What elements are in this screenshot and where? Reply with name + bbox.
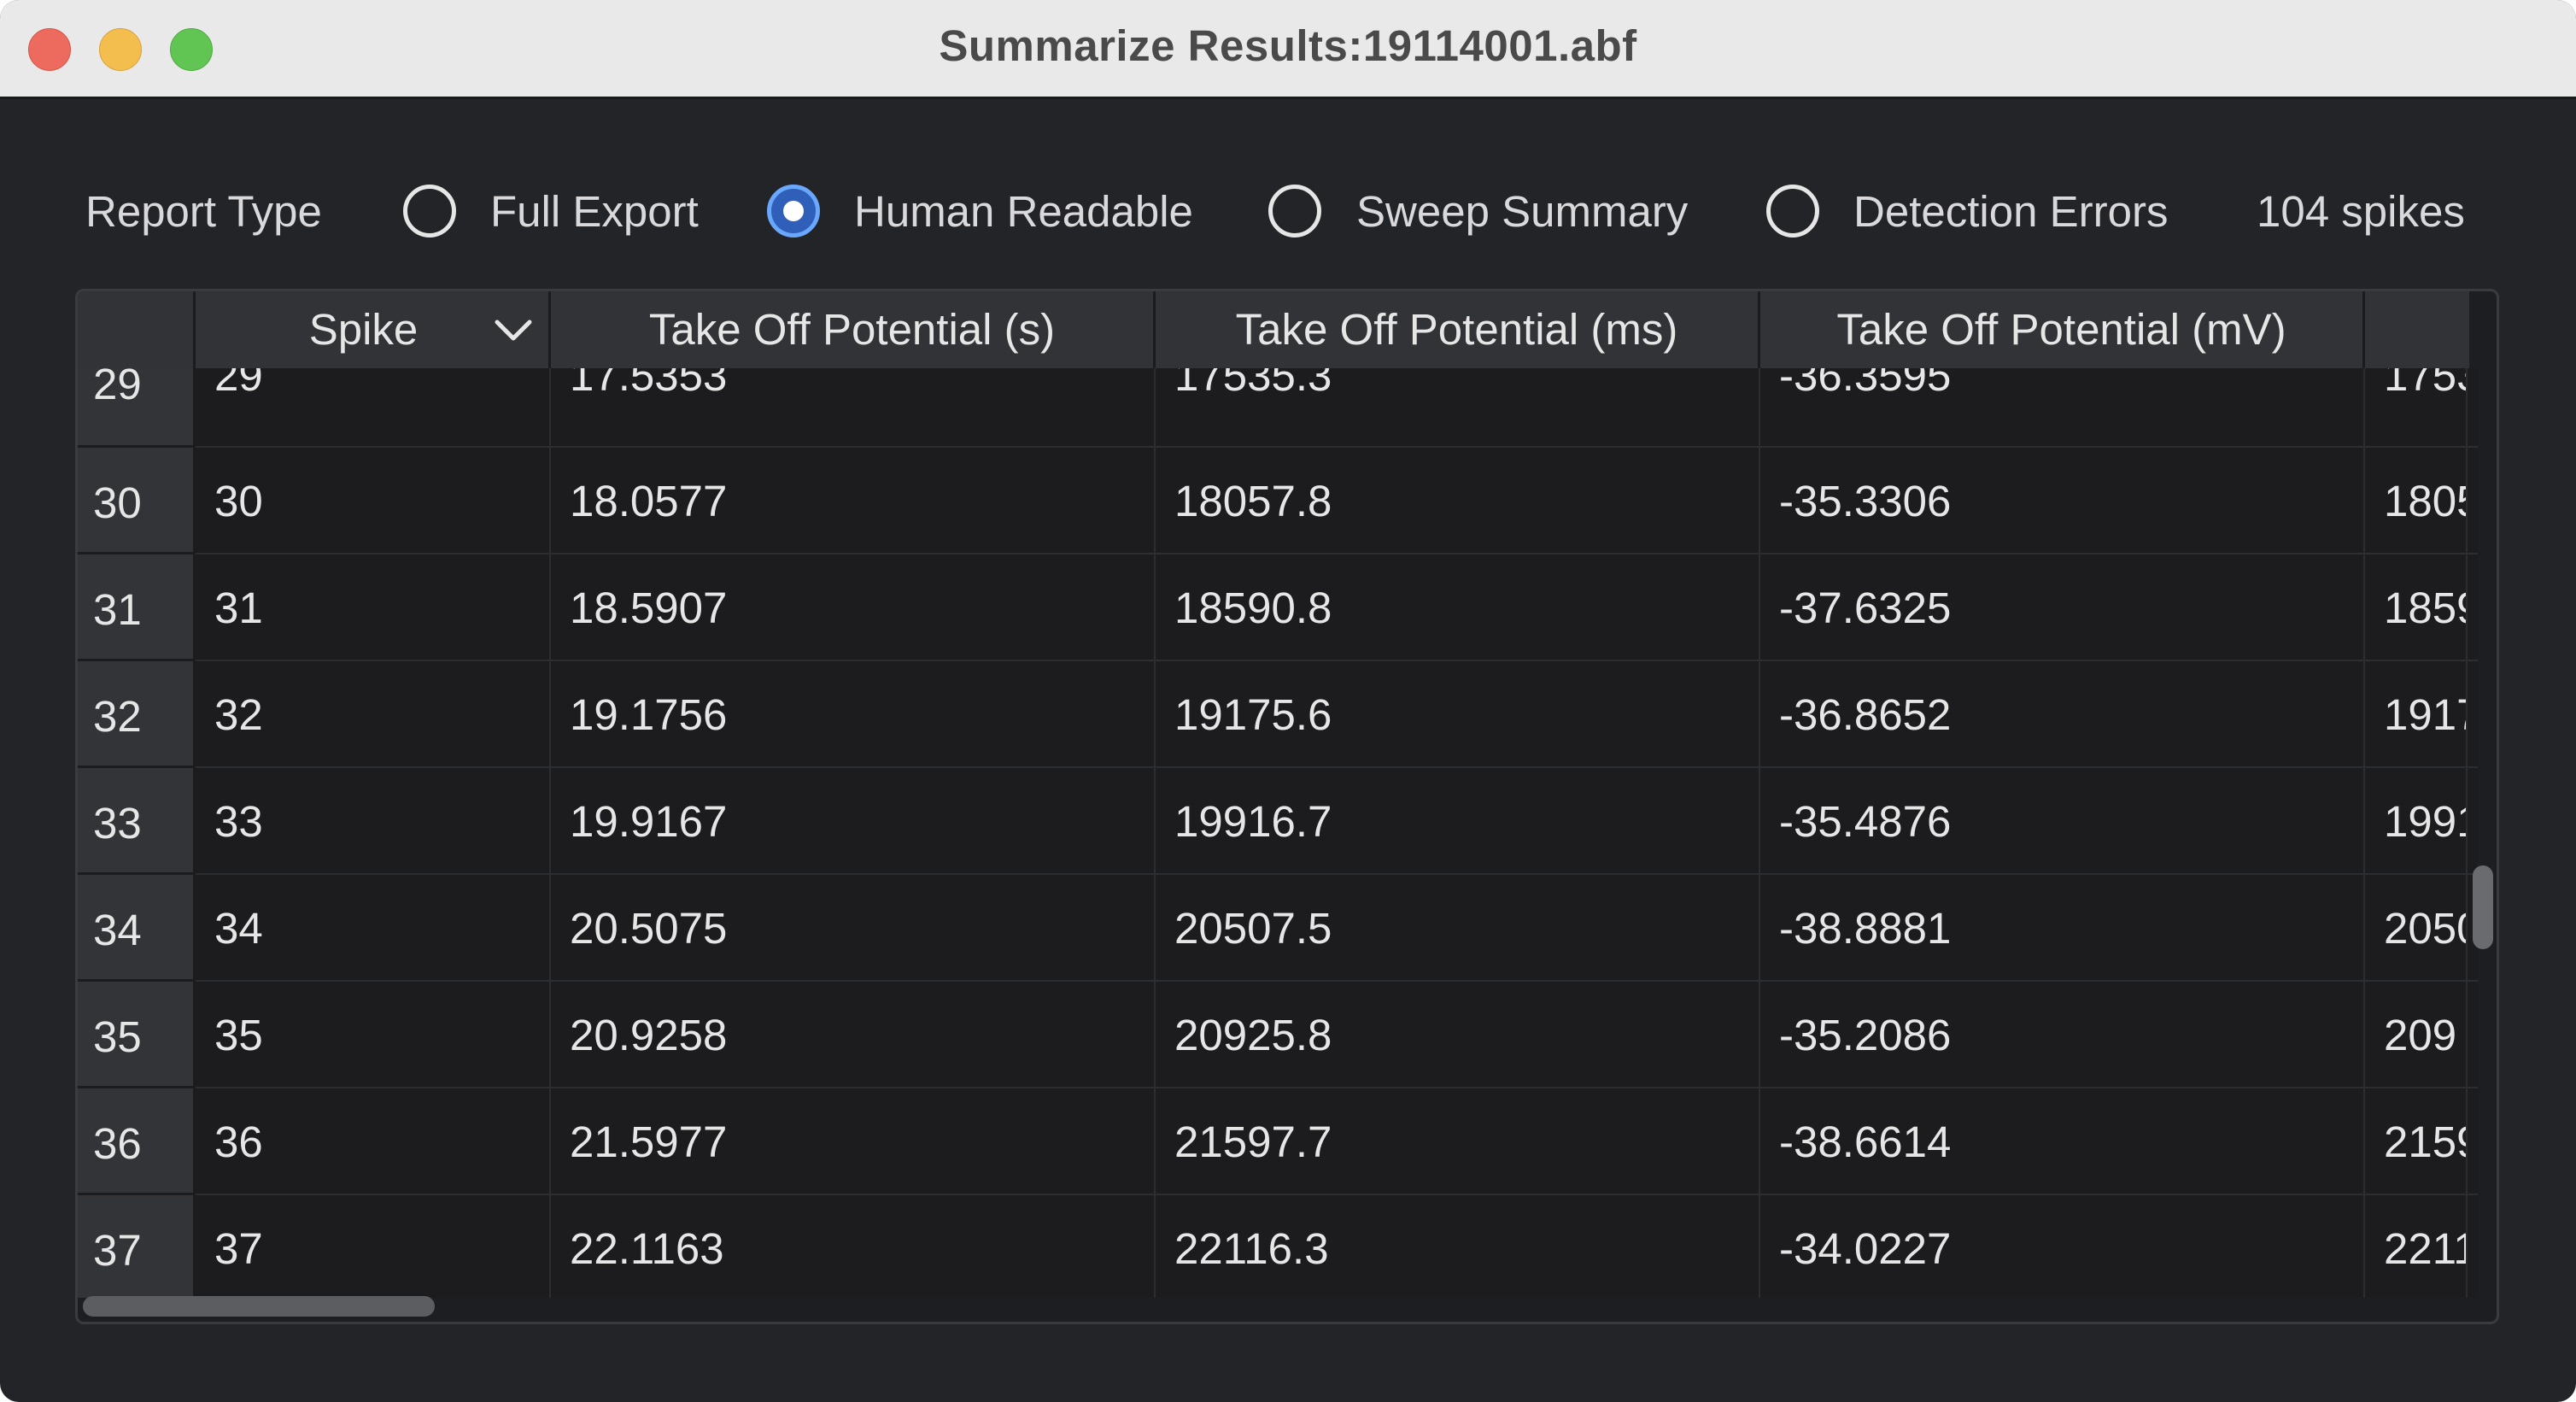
cell-takeoff-ms[interactable]: 17535.3 — [1156, 368, 1760, 448]
cell-takeoff-mv[interactable]: -38.6614 — [1760, 1088, 2365, 1195]
cell-takeoff-ms[interactable]: 18057.8 — [1156, 448, 1760, 554]
cell-next-column[interactable]: 1805 — [2365, 448, 2468, 554]
cell-takeoff-mv[interactable]: -38.8881 — [1760, 875, 2365, 982]
cell-takeoff-ms[interactable]: 20507.5 — [1156, 875, 1760, 982]
row-header[interactable]: 35 — [78, 982, 196, 1088]
window-title: Summarize Results:19114001.abf — [939, 21, 1637, 70]
row-header[interactable]: 32 — [78, 661, 196, 768]
cell-takeoff-mv[interactable]: -36.8652 — [1760, 661, 2365, 768]
corner-header — [78, 291, 196, 368]
cell-takeoff-s[interactable]: 22.1163 — [551, 1195, 1156, 1298]
cell-takeoff-s[interactable]: 20.5075 — [551, 875, 1156, 982]
cell-spike[interactable]: 31 — [196, 554, 551, 661]
chevron-down-icon[interactable] — [492, 308, 535, 351]
cell-next-column[interactable]: 1859 — [2365, 554, 2468, 661]
title-bar: Summarize Results:19114001.abf — [0, 0, 2576, 99]
column-header-takeoff-s[interactable]: Take Off Potential (s) — [551, 291, 1156, 368]
detection-errors-radio[interactable] — [1766, 185, 1819, 238]
cell-takeoff-s[interactable]: 18.0577 — [551, 448, 1156, 554]
cell-next-column[interactable]: 1917 — [2365, 661, 2468, 768]
row-header[interactable]: 31 — [78, 554, 196, 661]
column-header-spike-label: Spike — [308, 305, 419, 354]
cell-next-column[interactable]: 209 — [2365, 982, 2468, 1088]
vertical-scrollbar[interactable] — [2473, 865, 2493, 949]
horizontal-scrollbar[interactable] — [83, 1296, 435, 1317]
sweep-summary-label[interactable]: Sweep Summary — [1356, 187, 1689, 236]
cell-spike[interactable]: 36 — [196, 1088, 551, 1195]
column-header-spike[interactable]: Spike — [196, 291, 551, 368]
cell-spike[interactable]: 35 — [196, 982, 551, 1088]
cell-takeoff-s[interactable]: 19.9167 — [551, 768, 1156, 875]
cell-next-column[interactable]: 2211 — [2365, 1195, 2468, 1298]
cell-next-column[interactable]: 2159 — [2365, 1088, 2468, 1195]
cell-spike[interactable]: 29 — [196, 368, 551, 448]
full-export-label[interactable]: Full Export — [490, 187, 699, 236]
report-type-toolbar: Report Type Full Export Human Readable S… — [0, 171, 2576, 253]
table-header: Spike Take Off Potential (s) Take Off Po… — [78, 291, 2469, 368]
table-body: 292917.535317535.3-36.35951753303018.057… — [78, 368, 2478, 1298]
detection-errors-label[interactable]: Detection Errors — [1853, 187, 2169, 236]
row-header[interactable]: 33 — [78, 768, 196, 875]
cell-takeoff-s[interactable]: 20.9258 — [551, 982, 1156, 1088]
cell-takeoff-mv[interactable]: -35.3306 — [1760, 448, 2365, 554]
cell-takeoff-s[interactable]: 19.1756 — [551, 661, 1156, 768]
human-readable-radio[interactable] — [767, 185, 820, 238]
cell-takeoff-ms[interactable]: 18590.8 — [1156, 554, 1760, 661]
cell-spike[interactable]: 30 — [196, 448, 551, 554]
column-header-takeoff-mv[interactable]: Take Off Potential (mV) — [1760, 291, 2365, 368]
cell-takeoff-ms[interactable]: 19175.6 — [1156, 661, 1760, 768]
spike-count: 104 spikes — [2257, 187, 2465, 236]
cell-takeoff-ms[interactable]: 22116.3 — [1156, 1195, 1760, 1298]
cell-takeoff-ms[interactable]: 20925.8 — [1156, 982, 1760, 1088]
zoom-window-button[interactable] — [170, 28, 213, 71]
cell-next-column[interactable]: 2050 — [2365, 875, 2468, 982]
cell-takeoff-mv[interactable]: -34.0227 — [1760, 1195, 2365, 1298]
cell-takeoff-s[interactable]: 17.5353 — [551, 368, 1156, 448]
cell-takeoff-s[interactable]: 18.5907 — [551, 554, 1156, 661]
column-header-next[interactable] — [2365, 291, 2468, 368]
cell-takeoff-mv[interactable]: -35.4876 — [1760, 768, 2365, 875]
cell-next-column[interactable]: 1991 — [2365, 768, 2468, 875]
cell-takeoff-ms[interactable]: 19916.7 — [1156, 768, 1760, 875]
table-row[interactable]: 35 35 20.9258 20925.8 -35.2086 209 — [78, 982, 2478, 1088]
cell-spike[interactable]: 33 — [196, 768, 551, 875]
row-header[interactable]: 29 — [78, 368, 196, 448]
cell-spike[interactable]: 34 — [196, 875, 551, 982]
results-table[interactable]: Spike Take Off Potential (s) Take Off Po… — [75, 289, 2499, 1324]
cell-spike[interactable]: 32 — [196, 661, 551, 768]
close-window-button[interactable] — [28, 28, 71, 71]
cell-takeoff-ms[interactable]: 21597.7 — [1156, 1088, 1760, 1195]
minimize-window-button[interactable] — [99, 28, 142, 71]
cell-takeoff-mv[interactable]: -35.2086 — [1760, 982, 2365, 1088]
cell-spike[interactable]: 37 — [196, 1195, 551, 1298]
row-header[interactable]: 37 — [78, 1195, 196, 1298]
row-header[interactable]: 30 — [78, 448, 196, 554]
full-export-radio[interactable] — [403, 185, 456, 238]
row-header[interactable]: 36 — [78, 1088, 196, 1195]
row-header[interactable]: 34 — [78, 875, 196, 982]
report-type-label: Report Type — [85, 187, 322, 236]
sweep-summary-radio[interactable] — [1268, 185, 1321, 238]
cell-takeoff-mv[interactable]: -36.3595 — [1760, 368, 2365, 448]
cell-takeoff-s[interactable]: 21.5977 — [551, 1088, 1156, 1195]
cell-takeoff-mv[interactable]: -37.6325 — [1760, 554, 2365, 661]
human-readable-label[interactable]: Human Readable — [854, 187, 1193, 236]
column-header-takeoff-ms[interactable]: Take Off Potential (ms) — [1156, 291, 1760, 368]
cell-next-column[interactable]: 1753 — [2365, 368, 2468, 448]
